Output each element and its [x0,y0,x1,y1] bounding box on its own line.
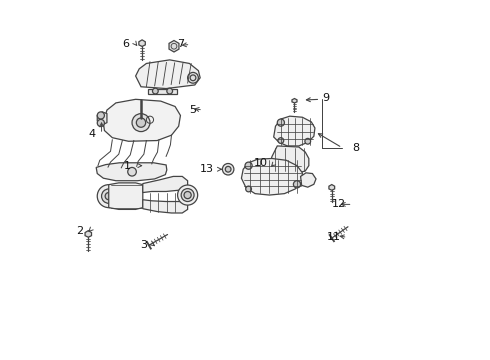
Circle shape [105,193,112,200]
Polygon shape [292,99,297,103]
Text: 9: 9 [322,93,329,103]
Circle shape [97,185,120,208]
Polygon shape [85,231,92,237]
Polygon shape [139,40,146,46]
Circle shape [167,88,172,94]
Text: 7: 7 [177,40,184,49]
Circle shape [132,114,150,132]
Circle shape [222,163,234,175]
Text: 6: 6 [122,40,129,49]
Circle shape [278,138,284,143]
Polygon shape [97,112,107,126]
Polygon shape [109,183,143,210]
Text: 4: 4 [88,129,95,139]
Circle shape [188,72,198,83]
Polygon shape [169,41,179,52]
Text: 13: 13 [200,164,214,174]
Polygon shape [143,200,188,213]
Circle shape [305,138,311,144]
Polygon shape [274,116,315,146]
Circle shape [97,120,104,127]
Circle shape [245,162,252,169]
Text: 10: 10 [254,158,269,168]
Circle shape [101,189,116,203]
Circle shape [225,166,231,172]
Circle shape [184,192,191,199]
Circle shape [245,186,251,192]
Circle shape [136,118,146,127]
Circle shape [97,112,104,119]
Text: 11: 11 [327,232,341,242]
Polygon shape [242,158,302,195]
Text: 5: 5 [190,105,196,115]
Circle shape [277,119,285,126]
Circle shape [128,167,136,176]
Polygon shape [96,163,167,181]
Polygon shape [143,176,188,193]
Text: 2: 2 [76,226,83,236]
Polygon shape [329,185,335,190]
Text: 8: 8 [353,143,360,153]
Polygon shape [300,173,316,187]
Circle shape [177,185,197,205]
Circle shape [294,181,300,188]
Text: 3: 3 [141,240,147,250]
Text: 12: 12 [332,199,346,210]
Text: 1: 1 [124,161,131,171]
Polygon shape [148,89,177,94]
Polygon shape [136,60,200,89]
Polygon shape [103,99,180,141]
Circle shape [181,189,194,202]
Polygon shape [270,146,309,174]
Circle shape [152,88,158,94]
